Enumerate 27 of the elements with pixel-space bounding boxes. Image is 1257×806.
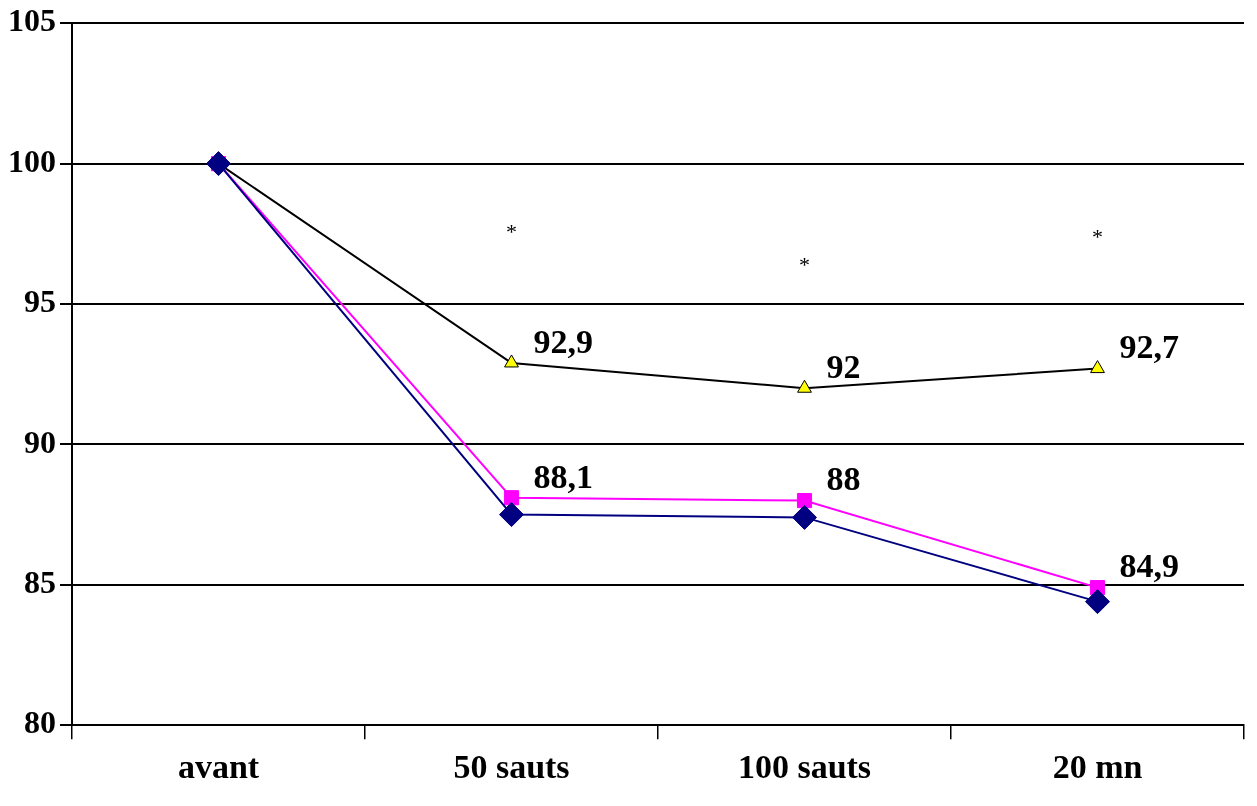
point: [504, 354, 519, 368]
x-tick-label: 50 sauts: [453, 748, 570, 786]
data-label: 92,9: [533, 322, 593, 360]
data-label: 92,7: [1119, 328, 1179, 366]
point: [499, 502, 524, 528]
point: [792, 504, 817, 530]
data-label: 92: [826, 348, 861, 386]
x-tick-label: 20 mn: [1052, 748, 1143, 786]
y-tick-label: 90: [24, 423, 56, 460]
data-label: 88,1: [533, 457, 593, 495]
point: [796, 492, 813, 509]
x-tick-label: 100 sauts: [737, 748, 872, 786]
annotation: *: [1092, 224, 1103, 250]
point: [503, 490, 520, 506]
point: [1090, 360, 1105, 374]
data-label: 84,9: [1119, 547, 1179, 585]
point: [797, 379, 812, 393]
y-tick-label: 100: [8, 142, 56, 179]
annotation: *: [799, 252, 810, 278]
x-tick-label: avant: [177, 748, 260, 786]
annotation: *: [506, 218, 517, 244]
point: [1085, 589, 1110, 615]
y-tick-label: 80: [24, 704, 56, 741]
y-tick-label: 105: [8, 2, 56, 39]
y-tick-label: 95: [24, 283, 56, 320]
data-label: 88: [826, 460, 861, 498]
y-tick-label: 85: [24, 564, 56, 601]
